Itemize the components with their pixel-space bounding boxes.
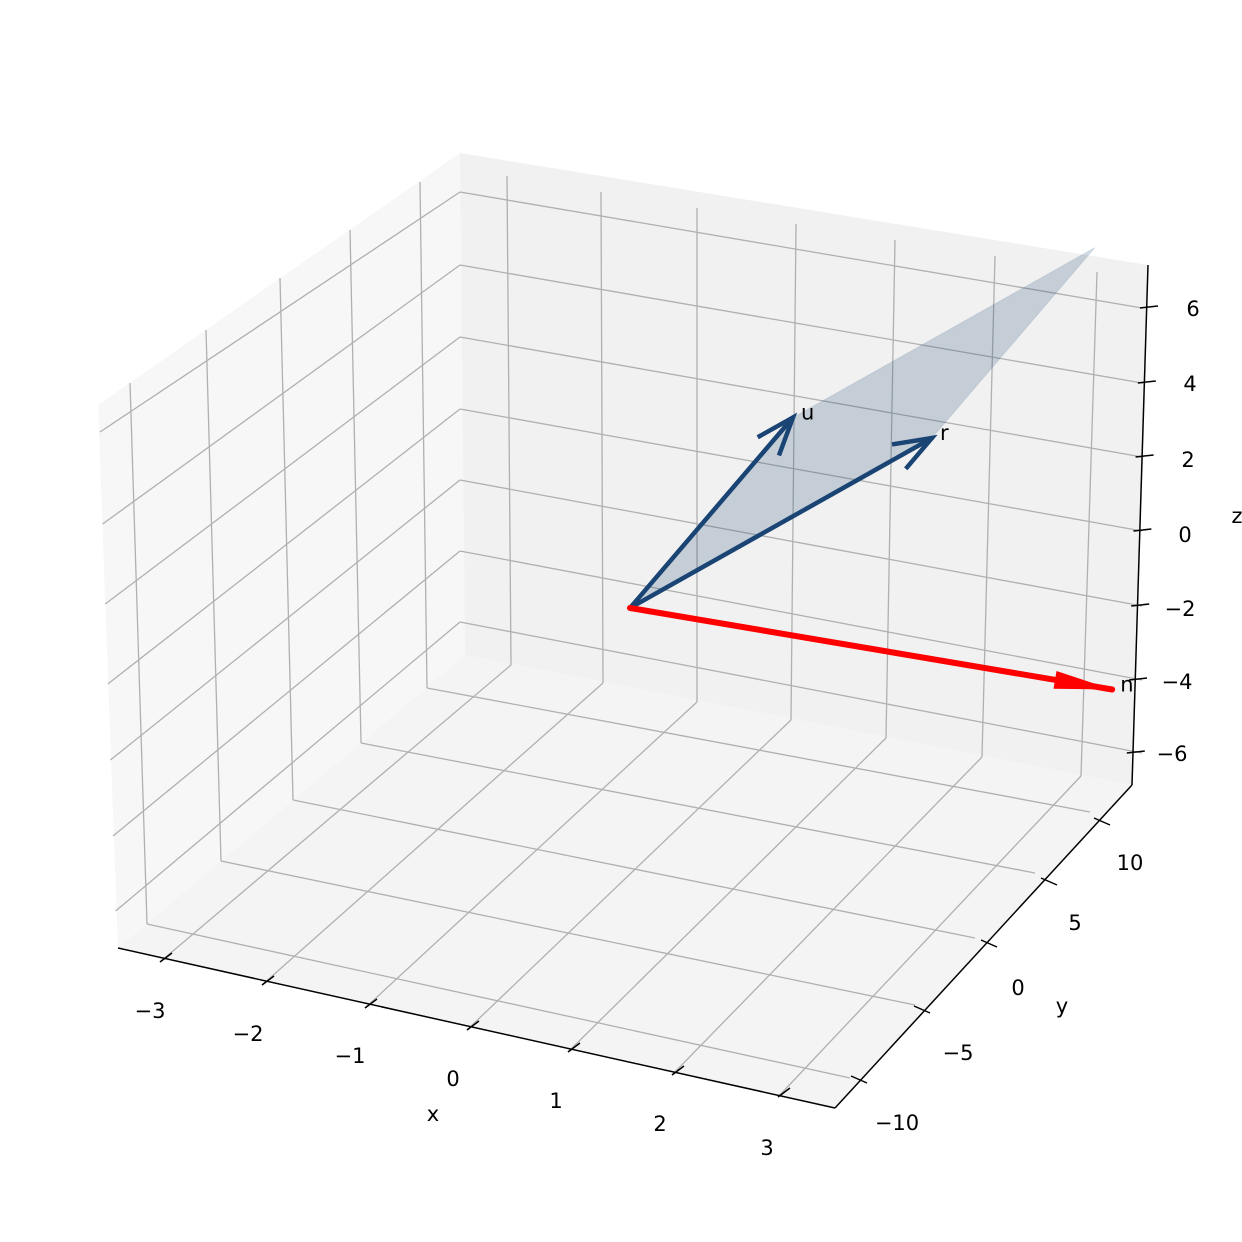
z-tick-label: 4 <box>1183 372 1196 396</box>
vector-r <box>627 435 935 611</box>
z-tick <box>1126 750 1145 754</box>
gridline <box>220 860 916 1006</box>
y-tick-label: 5 <box>1068 911 1081 935</box>
x-tick-label: 2 <box>653 1112 666 1136</box>
gridline <box>109 479 461 761</box>
x-tick <box>466 1020 480 1031</box>
gridline <box>426 687 1091 813</box>
gridline <box>459 621 1143 754</box>
gridline <box>885 239 896 739</box>
z-tick <box>1131 603 1150 607</box>
x-tick <box>777 1087 791 1098</box>
gridline <box>205 329 222 862</box>
x-tick <box>364 998 378 1009</box>
vector-label-r: r <box>940 421 949 445</box>
gridline <box>159 664 512 963</box>
gridline <box>600 191 604 684</box>
gridline <box>459 408 1143 532</box>
axes <box>117 264 1159 1109</box>
y-tick-label: 0 <box>1011 976 1024 1000</box>
gridline <box>349 229 362 744</box>
gridline <box>102 264 461 525</box>
arrowhead-r <box>891 434 938 471</box>
z-tick-label: −2 <box>1165 597 1196 621</box>
gridline <box>279 277 294 801</box>
gridline <box>360 742 1036 874</box>
x-tick <box>261 975 275 986</box>
x-tick-label: −2 <box>233 1022 264 1046</box>
vector-label-u: u <box>801 401 814 425</box>
vector-label-n: n <box>1120 673 1133 697</box>
gridline <box>419 181 428 689</box>
x-tick-label: 0 <box>446 1067 459 1091</box>
y-axis-label: y <box>1056 994 1068 1018</box>
x-tick-label: 3 <box>760 1136 773 1160</box>
z-tick-label: 6 <box>1186 297 1199 321</box>
y-tick-label: −5 <box>943 1041 974 1065</box>
z-axis-line <box>1131 264 1149 786</box>
y-tick <box>980 939 998 948</box>
z-tick <box>1133 528 1152 532</box>
gridline <box>364 701 698 1009</box>
vector-u <box>627 415 796 611</box>
z-tick-label: 0 <box>1178 523 1191 547</box>
x-axis-line <box>117 947 836 1109</box>
gridline <box>459 479 1143 607</box>
gridline <box>129 382 148 925</box>
gridline <box>104 336 461 605</box>
gridline <box>146 923 851 1079</box>
arrowhead-n <box>1053 670 1113 690</box>
gridline <box>466 719 792 1031</box>
z-tick-label: −6 <box>1157 742 1188 766</box>
gridline <box>981 255 996 758</box>
vector-n <box>627 605 1116 693</box>
x-tick-label: −3 <box>135 999 166 1023</box>
x-tick <box>567 1042 581 1053</box>
y-axis-line <box>834 784 1133 1109</box>
floor-pane <box>118 655 1132 1108</box>
gridline <box>112 550 461 837</box>
gridline <box>99 191 461 433</box>
gridline <box>459 264 1143 384</box>
y-tick <box>850 1075 868 1084</box>
arrowhead-u <box>756 412 798 457</box>
z-tick <box>1139 305 1159 309</box>
gridline <box>506 175 512 666</box>
gridline <box>115 621 461 912</box>
x-tick-label: 1 <box>549 1089 562 1113</box>
y-tick <box>1093 817 1111 826</box>
gridlines <box>99 175 1143 1098</box>
x-tick <box>671 1065 685 1076</box>
back-pane <box>460 153 1148 785</box>
gridline <box>459 550 1143 681</box>
gridline <box>459 336 1143 458</box>
gridline <box>459 191 1143 309</box>
y-tick <box>913 1005 931 1014</box>
z-tick <box>1137 380 1156 384</box>
y-tick-label: −10 <box>875 1111 919 1135</box>
z-tick-label: 2 <box>1181 448 1194 472</box>
z-tick <box>1135 454 1154 458</box>
gridline <box>777 775 1082 1098</box>
gridline <box>261 682 604 986</box>
gridline <box>292 799 976 939</box>
x-tick-label: −1 <box>335 1044 366 1068</box>
z-tick-label: −4 <box>1162 670 1193 694</box>
y-tick <box>1040 877 1058 886</box>
gridline <box>671 756 983 1076</box>
gridline <box>567 737 887 1053</box>
z-tick <box>1128 677 1148 681</box>
gridline <box>107 408 461 685</box>
x-axis-label: x <box>427 1102 439 1126</box>
y-tick-label: 10 <box>1117 851 1144 875</box>
z-axis-label: z <box>1231 504 1242 528</box>
left-pane <box>98 153 465 948</box>
vectors: u r n <box>627 247 1134 697</box>
gridline <box>1080 271 1098 777</box>
x-tick <box>159 952 173 963</box>
